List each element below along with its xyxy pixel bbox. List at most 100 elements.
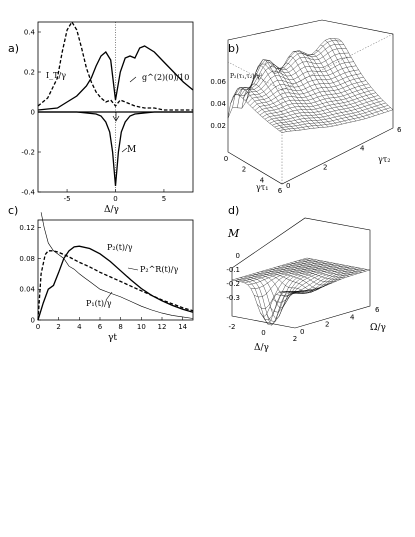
panel-d-mesh-line <box>273 267 337 283</box>
panel-c-xtick-label: 12 <box>158 323 167 331</box>
panel-c-ytick-label: 0 <box>31 317 35 325</box>
panel-a-xlabel: Δ/γ <box>104 205 119 215</box>
panel-b-mesh-line <box>237 87 292 132</box>
panel-b-zlabel: P₂(τ₁,τ₂)/γ² <box>230 73 263 80</box>
panel-d-xlabel: Δ/γ <box>254 343 269 353</box>
label-p2: P₂(t)/γ <box>107 243 133 252</box>
panel-b-xtick-label: 0 <box>224 155 228 163</box>
panel-d-ztick-label: 0 <box>236 252 240 260</box>
panel-d-mesh-line <box>298 260 362 273</box>
panel-b-mesh-line <box>227 94 283 133</box>
panel-d-ztick-label: -0.1 <box>226 266 240 274</box>
panel-c-xtick-label: 0 <box>36 323 40 331</box>
panel-b-ytick-label: 2 <box>323 163 327 171</box>
panel-d-mesh-line <box>277 266 341 280</box>
panel-c-xtick-label: 6 <box>98 323 103 331</box>
panel-b-ytick-label: 4 <box>360 145 365 153</box>
pointer-p1 <box>105 291 113 301</box>
panel-b-box <box>227 19 394 185</box>
panel-b-xtick-label: 6 <box>278 187 283 195</box>
label-it: I_T/γ <box>46 71 66 80</box>
panel-d-xtick-label: 2 <box>293 335 297 343</box>
panel-c-xtick-label: 14 <box>178 323 187 331</box>
panel-b-mesh-line <box>259 86 371 116</box>
panel-a-ytick-label: 0 <box>31 109 35 117</box>
panel-b-mesh-line <box>306 54 361 121</box>
panel-d-mesh-line <box>286 263 350 277</box>
panel-d-ztick-label: -0.2 <box>226 280 240 288</box>
panel-c-ytick-label: 0.12 <box>19 224 35 232</box>
panel-d-ytick-label: 6 <box>375 306 380 314</box>
panel-b-mesh-line <box>267 95 379 122</box>
panel-d-mesh-line <box>256 272 321 293</box>
panel-c-series-1 <box>37 250 194 321</box>
panel-d-box <box>231 217 371 329</box>
panel-b-ztick-label: 0.02 <box>210 122 226 130</box>
panel-d-ylabel: Ω/γ <box>370 323 386 333</box>
panel-c-xtick-label: 8 <box>118 323 122 331</box>
panel-d-mesh-line <box>252 273 316 297</box>
panel-d-mesh-line <box>306 257 371 271</box>
panel-b-ytick-label: 6 <box>397 126 402 134</box>
panel-c-xtick-label: 10 <box>137 323 146 331</box>
label-p1: P₁(t)/γ <box>86 299 112 308</box>
label-m: M <box>127 145 136 155</box>
panel-b-mesh-line <box>324 40 380 115</box>
panel-b-mesh-line <box>232 87 287 132</box>
panel-a-xtick-label: -5 <box>64 195 71 203</box>
label-p2r: P₂^R(t)/γ <box>140 265 178 274</box>
panel-a-series-1 <box>37 20 193 111</box>
panel-b-ztick-label: 0.06 <box>210 78 226 86</box>
panel-a: a) -5 0 5 0.4 0.2 0 -0.2 -0.4 Δ/γ I_T/γ g^(2)(0… <box>8 20 194 215</box>
panel-c: c) 0 2 4 6 8 10 12 14 0 0.04 0.08 0.12 γt P₂(t)/γ P… <box>8 204 194 343</box>
panel-b-mesh-line <box>329 38 384 113</box>
panel-c-label: c) <box>8 204 18 217</box>
panel-b-mesh-line <box>278 67 334 127</box>
panel-d-mesh-line <box>231 279 296 318</box>
panel-c-series-3 <box>40 212 194 319</box>
panel-d-xtick-label: -2 <box>229 323 236 331</box>
panel-b-mesh-line <box>264 92 376 120</box>
panel-b-mesh-line <box>269 64 324 128</box>
panel-b-mesh-line <box>262 89 374 118</box>
panel-a-xtick-label: 5 <box>162 195 166 203</box>
panel-a-ytick-label: 0.2 <box>24 69 35 77</box>
panel-d-mesh-line <box>236 278 300 325</box>
panel-b-mesh-line <box>338 38 394 110</box>
panel-d-mesh-line <box>240 277 304 326</box>
panel-b-mesh-line <box>264 60 320 128</box>
panel-a-xtick-label: 0 <box>113 195 117 203</box>
panel-b-ylabel: γτ₂ <box>378 155 390 164</box>
panel-d-mesh-line <box>269 268 333 286</box>
panel-a-ytick-label: 0.4 <box>24 29 36 37</box>
pointer-p2r <box>127 267 139 271</box>
panel-b-ytick-label: 0 <box>286 182 290 190</box>
panel-d-mesh-line <box>247 260 323 285</box>
panel-a-label: a) <box>8 42 19 55</box>
panel-a-ytick-label: -0.4 <box>21 189 35 197</box>
panel-b-xlabel: γτ₁ <box>256 183 268 192</box>
panel-a-series-2 <box>37 45 194 111</box>
panel-a-ytick-label: -0.2 <box>21 149 35 157</box>
panel-c-frame <box>37 219 194 321</box>
panel-d-mesh-line <box>281 265 346 278</box>
panel-d-mesh-line <box>265 270 329 289</box>
pointer-m <box>121 147 128 153</box>
panel-b-mesh-line <box>246 83 301 131</box>
panel-b-ztick-label: 0.04 <box>210 100 226 108</box>
panel-b-mesh-line <box>311 54 366 119</box>
panel-b-mesh-line <box>279 107 391 132</box>
label-g2: g^(2)(0)/10 <box>142 73 189 82</box>
panel-c-ytick-label: 0.04 <box>19 286 35 294</box>
panel-b-mesh-line <box>288 55 343 125</box>
panel-d-label: d) <box>228 204 239 217</box>
panel-b-mesh-line <box>257 83 369 113</box>
panel-b-mesh-line <box>255 65 310 129</box>
arrow-down-icon <box>112 112 120 122</box>
panel-c-xtick-label: 4 <box>77 323 82 331</box>
panel-d-ytick-label: 2 <box>325 321 329 329</box>
panel-d-zlabel: M <box>227 227 240 240</box>
panel-b-mesh-line <box>241 87 297 131</box>
